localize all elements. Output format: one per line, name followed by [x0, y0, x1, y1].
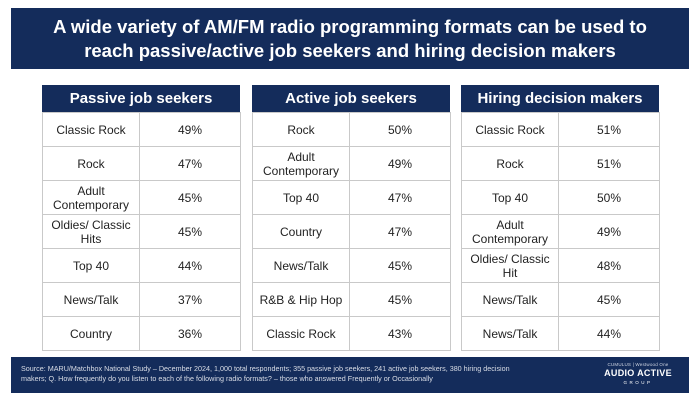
table-row: Adult Contemporary 49%	[461, 214, 660, 249]
panel-header: Active job seekers	[252, 85, 450, 112]
format-value: 49%	[349, 146, 451, 181]
format-name: Oldies/ Classic Hits	[42, 214, 140, 249]
format-table: Classic Rock 51% Rock 51% Top 40 50% Adult …	[461, 112, 660, 351]
logo-main-text: AUDIO ACTIVE	[604, 368, 672, 378]
format-value: 44%	[139, 248, 241, 283]
table-row: Top 40 50%	[461, 180, 660, 215]
format-name: Country	[252, 214, 350, 249]
format-name: Classic Rock	[461, 112, 559, 147]
table-row: Top 40 47%	[252, 180, 451, 215]
panel-passive-job-seekers: Passive job seekers Classic Rock 49% Rock…	[42, 85, 241, 351]
format-name: Country	[42, 316, 140, 351]
table-row: R&B & Hip Hop 45%	[252, 282, 451, 317]
audio-active-group-logo: CUMULUS | Westwood One AUDIO ACTIVE GROU…	[597, 361, 679, 389]
format-name: Top 40	[252, 180, 350, 215]
table-row: Country 36%	[42, 316, 241, 351]
panel-header: Hiring decision makers	[461, 85, 659, 112]
logo-sub-text: GROUP	[623, 380, 653, 385]
format-value: 50%	[558, 180, 660, 215]
format-value: 45%	[139, 214, 241, 249]
source-footer: Source: MARU/Matchbox National Study – D…	[11, 357, 689, 393]
source-line-2: makers; Q. How frequently do you listen …	[21, 374, 433, 383]
format-name: Adult Contemporary	[461, 214, 559, 249]
format-value: 47%	[349, 180, 451, 215]
source-line-1: Source: MARU/Matchbox National Study – D…	[21, 364, 510, 373]
table-row: Oldies/ Classic Hits 45%	[42, 214, 241, 249]
format-value: 47%	[349, 214, 451, 249]
table-row: Rock 51%	[461, 146, 660, 181]
format-name: Top 40	[461, 180, 559, 215]
format-name: Adult Contemporary	[42, 180, 140, 215]
format-name: Rock	[252, 112, 350, 147]
format-name: R&B & Hip Hop	[252, 282, 350, 317]
logo-top-text: CUMULUS | Westwood One	[607, 362, 669, 367]
format-name: Rock	[461, 146, 559, 181]
format-name: News/Talk	[461, 316, 559, 351]
table-row: News/Talk 44%	[461, 316, 660, 351]
format-value: 49%	[558, 214, 660, 249]
format-value: 49%	[139, 112, 241, 147]
table-row: Classic Rock 43%	[252, 316, 451, 351]
format-value: 36%	[139, 316, 241, 351]
format-value: 47%	[139, 146, 241, 181]
table-row: Adult Contemporary 49%	[252, 146, 451, 181]
format-value: 51%	[558, 146, 660, 181]
table-row: Top 40 44%	[42, 248, 241, 283]
format-value: 45%	[558, 282, 660, 317]
title-banner: A wide variety of AM/FM radio programmin…	[11, 8, 689, 69]
panel-hiring-decision-makers: Hiring decision makers Classic Rock 51% R…	[461, 85, 660, 351]
format-table: Classic Rock 49% Rock 47% Adult Contempora…	[42, 112, 241, 351]
format-value: 45%	[349, 248, 451, 283]
format-value: 45%	[139, 180, 241, 215]
format-value: 43%	[349, 316, 451, 351]
table-row: Oldies/ Classic Hit 48%	[461, 248, 660, 283]
table-row: News/Talk 37%	[42, 282, 241, 317]
format-name: Top 40	[42, 248, 140, 283]
format-name: Classic Rock	[42, 112, 140, 147]
table-row: Rock 47%	[42, 146, 241, 181]
format-name: Adult Contemporary	[252, 146, 350, 181]
format-name: Classic Rock	[252, 316, 350, 351]
format-value: 50%	[349, 112, 451, 147]
table-row: Rock 50%	[252, 112, 451, 147]
panel-active-job-seekers: Active job seekers Rock 50% Adult Contemp…	[252, 85, 451, 351]
format-name: News/Talk	[42, 282, 140, 317]
table-row: Adult Contemporary 45%	[42, 180, 241, 215]
format-value: 37%	[139, 282, 241, 317]
format-name: News/Talk	[461, 282, 559, 317]
panel-header: Passive job seekers	[42, 85, 240, 112]
format-value: 44%	[558, 316, 660, 351]
table-row: Country 47%	[252, 214, 451, 249]
table-row: News/Talk 45%	[461, 282, 660, 317]
table-row: News/Talk 45%	[252, 248, 451, 283]
table-row: Classic Rock 51%	[461, 112, 660, 147]
format-name: News/Talk	[252, 248, 350, 283]
table-row: Classic Rock 49%	[42, 112, 241, 147]
format-value: 48%	[558, 248, 660, 283]
format-name: Rock	[42, 146, 140, 181]
title-line-1: A wide variety of AM/FM radio programmin…	[53, 15, 647, 37]
format-value: 45%	[349, 282, 451, 317]
format-table: Rock 50% Adult Contemporary 49% Top 40 47% …	[252, 112, 451, 351]
title-line-2: reach passive/active job seekers and hir…	[84, 39, 616, 61]
format-value: 51%	[558, 112, 660, 147]
format-name: Oldies/ Classic Hit	[461, 248, 559, 283]
